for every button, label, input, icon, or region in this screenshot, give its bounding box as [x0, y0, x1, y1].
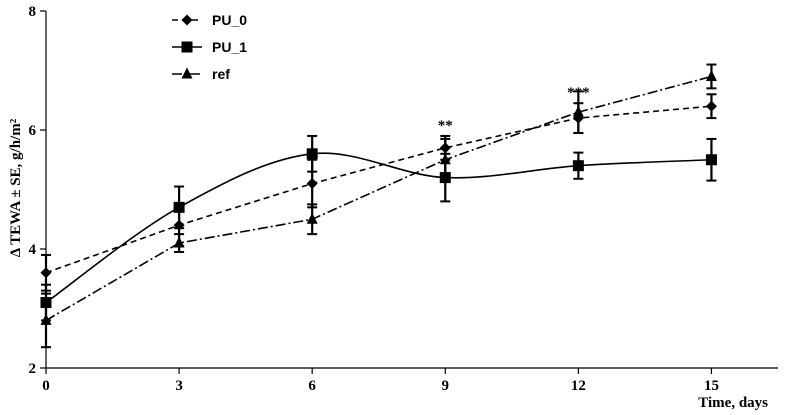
data-point	[306, 212, 318, 224]
series-layer	[40, 63, 717, 349]
data-point	[173, 236, 185, 248]
significance-annotation: **	[438, 118, 453, 134]
legend-item: PU_1	[172, 39, 247, 55]
x-tick-label: 6	[308, 378, 316, 394]
data-point	[705, 154, 717, 166]
y-tick-label: 6	[29, 123, 37, 139]
legend-item: PU_0	[172, 12, 247, 28]
series-line	[45, 75, 712, 322]
y-tick-label: 8	[29, 4, 37, 20]
y-tick-label: 4	[29, 242, 37, 258]
legend-label: ref	[212, 66, 230, 82]
data-point	[306, 148, 318, 160]
legend-label: PU_1	[212, 39, 247, 55]
significance-annotation: ***	[567, 85, 590, 101]
data-point	[572, 105, 584, 117]
data-point	[439, 153, 451, 165]
data-point	[173, 201, 185, 213]
legend-marker	[181, 14, 193, 26]
x-tick-label: 3	[175, 378, 183, 394]
series-line	[45, 152, 712, 304]
x-axis-title: Time, days	[698, 395, 768, 411]
axes: 2 4 6 8 0 3 6 9 12 15	[29, 4, 778, 394]
series-pu-1	[40, 134, 717, 322]
legend-marker	[181, 41, 193, 53]
annotations: *****	[438, 85, 590, 134]
y-tick-label: 2	[29, 361, 37, 377]
data-point	[705, 69, 717, 81]
series-ref	[40, 63, 717, 349]
series-pu-0	[40, 93, 717, 292]
data-point	[40, 267, 52, 279]
data-point	[705, 100, 717, 112]
legend-label: PU_0	[212, 12, 247, 28]
x-tick-label: 12	[571, 378, 586, 394]
y-axis-title: Δ TEWA ± SE, g/h/m²	[8, 118, 24, 257]
x-tick-label: 0	[42, 378, 50, 394]
legend-item: ref	[172, 66, 230, 82]
legend-marker	[181, 67, 193, 79]
data-point	[40, 313, 52, 325]
x-tick-label: 15	[704, 378, 719, 394]
x-tick-label: 9	[442, 378, 450, 394]
data-point	[306, 178, 318, 190]
data-point	[572, 160, 584, 172]
